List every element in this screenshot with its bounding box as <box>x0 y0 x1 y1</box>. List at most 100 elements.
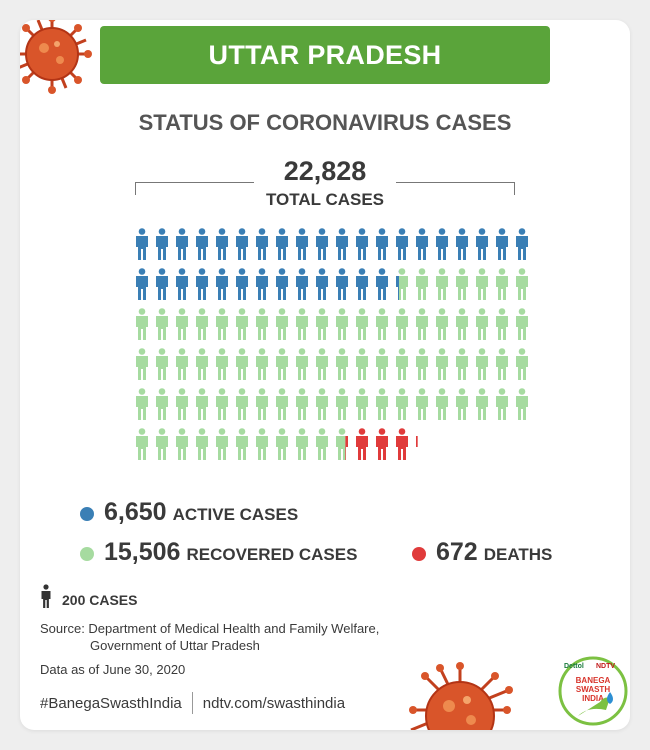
person-icon-recovered <box>356 348 368 380</box>
banega-swasth-india-logo: Dettol NDTV BANEGA SWASTH INDIA <box>558 656 628 726</box>
person-icon-active <box>296 268 308 300</box>
person-icon-deaths <box>356 428 368 460</box>
person-icon-active <box>436 228 448 260</box>
person-icon-active <box>496 228 508 260</box>
person-icon-recovered <box>496 308 508 340</box>
person-icon-recovered <box>256 308 268 340</box>
deaths-dot <box>412 546 426 561</box>
person-icon-recovered <box>276 388 288 420</box>
recovered-label: RECOVERED CASES <box>186 545 358 564</box>
person-icon-recovered <box>216 388 228 420</box>
deaths-label: DEATHS <box>483 545 553 564</box>
person-icon-recovered <box>476 348 488 380</box>
infographic-card: UTTAR PRADESH STATUS OF CORONAVIRUS CASE… <box>20 20 630 730</box>
person-icon-recovered <box>316 348 328 380</box>
person-icon-recovered <box>436 348 448 380</box>
logo-line-2: SWASTH <box>576 685 610 694</box>
person-icon-recovered <box>256 428 268 460</box>
person-icon-recovered <box>356 308 368 340</box>
person-icon-recovered <box>416 348 428 380</box>
person-icon-recovered <box>516 268 528 300</box>
person-icon-active <box>256 228 268 260</box>
person-icon-recovered <box>316 308 328 340</box>
person-icon-active <box>256 268 268 300</box>
person-icon-recovered <box>236 308 248 340</box>
data-date: Data as of June 30, 2020 <box>40 662 186 677</box>
active-label: ACTIVE CASES <box>172 505 299 524</box>
person-icon-recovered <box>416 268 428 300</box>
person-icon-recovered <box>156 428 168 460</box>
person-icon-recovered <box>496 388 508 420</box>
person-icon-recovered <box>456 308 468 340</box>
person-icon-recovered <box>296 308 308 340</box>
person-icon-recovered <box>176 428 188 460</box>
legend-deaths: 672 DEATHS <box>412 538 552 567</box>
person-icon-recovered <box>336 348 348 380</box>
person-icon-active <box>396 228 408 260</box>
person-icon-recovered <box>316 428 328 460</box>
person-icon-recovered <box>176 348 188 380</box>
footer: #BanegaSwasthIndia ndtv.com/swasthindia <box>40 692 345 714</box>
person-icon-active <box>416 228 428 260</box>
person-icon-recovered <box>516 308 528 340</box>
person-icon-recovered <box>376 348 388 380</box>
person-icon-recovered <box>496 268 508 300</box>
website-link[interactable]: ndtv.com/swasthindia <box>202 694 346 712</box>
person-icon-recovered <box>296 388 308 420</box>
person-icon-recovered <box>256 388 268 420</box>
person-icon-active <box>336 228 348 260</box>
recovered-dot <box>80 546 94 561</box>
person-icon-active <box>476 228 488 260</box>
person-icon-recovered <box>516 348 528 380</box>
logo-brand-ndtv: NDTV <box>596 663 615 670</box>
person-icon-recovered <box>256 348 268 380</box>
person-icon-recovered <box>476 388 488 420</box>
unit-legend: 200 CASES <box>40 584 137 608</box>
person-icon-recovered <box>136 348 148 380</box>
person-icon-active <box>296 228 308 260</box>
person-icon-recovered <box>416 308 428 340</box>
person-icon-active <box>316 268 328 300</box>
total-bracket-left <box>135 182 254 195</box>
person-icon-recovered <box>396 388 408 420</box>
person-icon-recovered <box>436 308 448 340</box>
person-icon-recovered <box>456 268 468 300</box>
person-icon-active <box>516 228 528 260</box>
person-icon-active <box>176 268 188 300</box>
waffle-chart <box>136 228 528 460</box>
person-icon-recovered <box>196 428 208 460</box>
person-icon-recovered <box>216 308 228 340</box>
person-icon-recovered <box>136 308 148 340</box>
source-line-2: Government of Uttar Pradesh <box>90 638 260 653</box>
person-icon-recovered <box>276 428 288 460</box>
person-icon-active <box>456 228 468 260</box>
person-icon-deaths <box>396 428 408 460</box>
person-icon-recovered <box>236 388 248 420</box>
person-icon-recovered <box>396 348 408 380</box>
recovered-value: 15,506 <box>104 538 181 566</box>
person-icon-active <box>136 228 148 260</box>
person-icon-recovered <box>216 428 228 460</box>
active-dot <box>80 506 94 521</box>
footer-divider <box>191 692 193 714</box>
person-icon-active <box>216 228 228 260</box>
person-icon-recovered <box>176 308 188 340</box>
person-icon-recovered <box>316 388 328 420</box>
person-icon-recovered <box>276 348 288 380</box>
person-icon-recovered <box>376 388 388 420</box>
total-cases-label: TOTAL CASES <box>265 190 385 209</box>
unit-label: 200 CASES <box>62 592 138 608</box>
total-cases-value: 22,828 <box>283 156 367 186</box>
legend-recovered: 15,506 RECOVERED CASES <box>80 538 357 567</box>
person-icon-recovered <box>276 308 288 340</box>
person-icon-active <box>336 268 348 300</box>
legend-active: 6,650 ACTIVE CASES <box>80 498 298 527</box>
person-icon-active <box>356 228 368 260</box>
person-icon-active <box>136 268 148 300</box>
source-note: Source: Department of Medical Health and… <box>40 620 379 654</box>
person-icon-recovered <box>336 308 348 340</box>
person-icon-recovered <box>236 428 248 460</box>
person-icon-recovered <box>476 268 488 300</box>
person-icon-recovered <box>156 388 168 420</box>
person-icon-active <box>276 228 288 260</box>
